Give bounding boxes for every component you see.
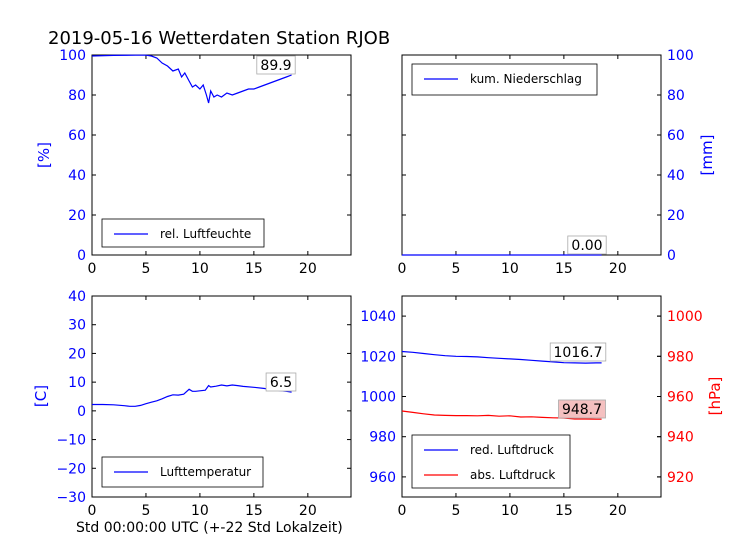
panel-temperature: 0 5 10 15 20 −30 −20 −10 0 10 20 30 40 [C] 6.5 Lufttemp… (32, 289, 352, 519)
x-tick-label: 20 (609, 261, 627, 277)
x-tick-label: 15 (245, 261, 263, 277)
y-axis-label: [hPa] (706, 377, 724, 416)
y-tick-label: 20 (68, 208, 86, 224)
x-tick-label: 5 (451, 261, 460, 277)
panel-humidity: 0 5 10 15 20 0 20 40 60 80 100 [%] 89.9 rel. Luftfeuc… (35, 48, 352, 277)
x-tick-label: 20 (299, 503, 317, 519)
y-tick-label: 920 (667, 470, 694, 486)
legend-label: red. Luftdruck (470, 443, 554, 457)
y-tick-label: −30 (56, 490, 86, 506)
legend-label: abs. Luftdruck (470, 468, 555, 482)
panel-precipitation: 0 5 10 15 20 0 20 40 60 80 100 [mm] 0.00 kum. Nieders… (398, 48, 716, 277)
y-tick-label: 1040 (360, 309, 396, 325)
y-tick-label: 1000 (667, 309, 703, 325)
value-annotation: 948.7 (562, 402, 602, 418)
series-line-red-luftdruck (401, 350, 602, 364)
y-axis-label: [%] (35, 142, 53, 168)
y-tick-label: 100 (59, 48, 86, 64)
y-tick-label: −20 (56, 461, 86, 477)
y-tick-label: 20 (667, 208, 685, 224)
value-annotation: 6.5 (270, 375, 292, 391)
x-tick-label: 0 (88, 261, 97, 277)
x-tick-label: 15 (245, 503, 263, 519)
x-tick-label: 5 (141, 503, 150, 519)
series-line-rel-luftfeuchte (91, 54, 292, 104)
figure-xlabel: Std 00:00:00 UTC (+-22 Std Lokalzeit) (76, 520, 343, 536)
y-tick-label: 980 (369, 430, 396, 446)
x-tick-label: 20 (609, 503, 627, 519)
y-tick-label: 1000 (360, 390, 396, 406)
y-tick-label: 40 (68, 289, 86, 305)
y-tick-label: 60 (68, 128, 86, 144)
y-tick-label: −10 (56, 433, 86, 449)
x-tick-label: 0 (398, 261, 407, 277)
value-annotation: 1016.7 (554, 345, 603, 361)
x-tick-label: 10 (501, 261, 519, 277)
x-tick-label: 5 (451, 503, 460, 519)
value-annotation-box (567, 235, 607, 255)
y-tick-label: 1020 (360, 349, 396, 365)
x-tick-label: 5 (141, 261, 150, 277)
value-annotation-box (549, 342, 607, 362)
legend-label: Lufttemperatur (160, 465, 251, 479)
y-tick-label: 0 (77, 248, 86, 264)
figure-title: 2019-05-16 Wetterdaten Station RJOB (48, 28, 390, 49)
y-tick-label: 40 (667, 168, 685, 184)
y-tick-label: 20 (68, 346, 86, 362)
y-tick-label: 0 (667, 248, 676, 264)
y-tick-label: 0 (77, 404, 86, 420)
legend-box (411, 434, 571, 489)
y-tick-label: 40 (68, 168, 86, 184)
x-tick-label: 15 (555, 261, 573, 277)
y-tick-label: 80 (667, 88, 685, 104)
y-tick-label: 940 (667, 430, 694, 446)
legend-label: kum. Niederschlag (470, 72, 582, 86)
x-tick-label: 10 (501, 503, 519, 519)
y-tick-label: 960 (667, 390, 694, 406)
x-tick-label: 0 (398, 503, 407, 519)
x-tick-label: 15 (555, 503, 573, 519)
y-tick-label: 60 (667, 128, 685, 144)
y-axis-label: [mm] (698, 135, 716, 176)
panel-pressure: 0 5 10 15 20 960 980 1000 1020 1040 920 940 960 980 10… (360, 295, 724, 519)
y-tick-label: 30 (68, 318, 86, 334)
value-annotation-box (256, 55, 296, 75)
y-tick-label: 980 (667, 349, 694, 365)
y-tick-label: 960 (369, 470, 396, 486)
series-line-abs-luftdruck (401, 410, 602, 420)
y-axis-label: [C] (32, 385, 50, 407)
legend-box (101, 218, 265, 248)
value-annotation-box (558, 399, 606, 419)
value-annotation: 89.9 (260, 58, 291, 74)
x-tick-label: 10 (191, 503, 209, 519)
value-annotation-box (265, 372, 297, 392)
x-tick-label: 10 (191, 261, 209, 277)
x-tick-label: 20 (299, 261, 317, 277)
x-tick-label: 0 (88, 503, 97, 519)
legend-label: rel. Luftfeuchte (160, 227, 251, 241)
value-annotation: 0.00 (571, 238, 602, 254)
y-tick-label: 100 (667, 48, 694, 64)
y-tick-label: 10 (68, 375, 86, 391)
y-tick-label: 80 (68, 88, 86, 104)
series-line-lufttemperatur (92, 384, 292, 407)
